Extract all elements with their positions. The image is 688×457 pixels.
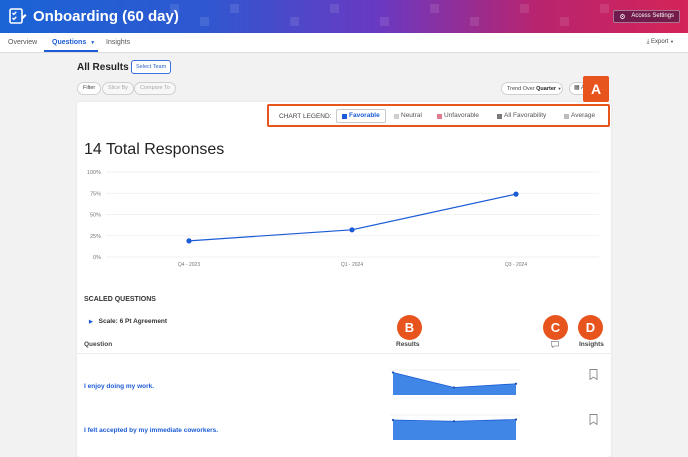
x-tick-label: Q1 - 2024 (341, 262, 363, 268)
bookmark-icon[interactable] (589, 369, 598, 380)
legend-item-favorable[interactable]: Favorable (336, 109, 386, 123)
sparkline-point (452, 386, 456, 389)
access-settings-button[interactable]: ⚙ Access Settings (613, 10, 680, 23)
x-tick-label: Q4 - 2023 (178, 262, 200, 268)
chevron-down-icon: ▼ (90, 40, 96, 46)
banner-pattern-square (430, 4, 439, 13)
y-tick-label: 50% (90, 213, 101, 219)
trend-over-dropdown[interactable]: Trend Over Quarter ▼ (501, 82, 563, 95)
sparkline-point (452, 420, 456, 423)
callout-badge-a: A (583, 76, 609, 102)
divider (77, 353, 611, 354)
chevron-down-icon: ▼ (670, 39, 674, 44)
download-icon: ⤓ (646, 39, 650, 45)
data-point (186, 238, 192, 244)
compare-to-button[interactable]: Compare To (134, 82, 176, 95)
legend-item-neutral[interactable]: Neutral (389, 109, 427, 123)
comment-icon[interactable] (551, 341, 559, 348)
legend-item-label: Neutral (401, 112, 422, 119)
banner-pattern-square (330, 4, 339, 13)
section-title: SCALED QUESTIONS (84, 296, 156, 303)
legend-item-label: Average (571, 112, 596, 119)
sparkline-area (393, 372, 516, 395)
app-title: Onboarding (60 day) (33, 8, 179, 25)
legend-swatch (394, 114, 399, 119)
banner-pattern-square (200, 17, 209, 26)
tab-overview[interactable]: Overview (8, 39, 38, 46)
export-button[interactable]: ⤓ Export ▼ (647, 39, 674, 46)
question-link[interactable]: I enjoy doing my work. (84, 383, 155, 390)
legend-item-label: All Favorability (504, 112, 547, 119)
banner-pattern-square (380, 17, 389, 26)
tab-insights[interactable]: Insights (106, 39, 131, 46)
banner-pattern-square (170, 4, 179, 13)
scale-group-toggle[interactable]: ▶ Scale: 6 Pt Agreement (89, 318, 167, 325)
tab-questions-label: Questions (52, 39, 87, 46)
sparkline-point (391, 418, 395, 422)
results-card (77, 102, 611, 457)
data-point (349, 227, 355, 233)
legend-item-unfavorable[interactable]: Unfavorable (432, 109, 484, 123)
legend-item-label: Unfavorable (444, 112, 480, 119)
export-label: Export (651, 39, 669, 45)
y-tick-label: 0% (93, 255, 101, 261)
banner-pattern-square (230, 4, 239, 13)
legend-item-average[interactable]: Average (559, 109, 600, 123)
trend-value: Quarter (536, 86, 557, 92)
chart-legend-label: CHART LEGEND: (279, 113, 332, 120)
column-header-question: Question (84, 341, 113, 348)
column-header-insights: Insights (579, 341, 604, 348)
chart-legend: CHART LEGEND: Favorable Neutral Unfavora… (267, 104, 610, 127)
results-sparkline (390, 369, 520, 395)
gear-icon: ⚙ (619, 14, 626, 21)
sparkline-point (514, 382, 518, 385)
legend-swatch (497, 114, 502, 119)
column-header-results: Results (396, 341, 420, 348)
callout-badge-c: C (543, 315, 568, 340)
sparkline-area (393, 419, 516, 440)
calendar-icon: ▦ (574, 85, 580, 91)
y-tick-label: 100% (87, 170, 101, 176)
y-tick-label: 25% (90, 234, 101, 240)
series-line (188, 193, 517, 242)
app-header: Onboarding (60 day) ⚙ Access Settings (0, 0, 688, 33)
y-tick-label: 75% (90, 191, 101, 197)
filter-button[interactable]: Filter (77, 82, 102, 95)
slice-by-button[interactable]: Slice By (102, 82, 134, 95)
legend-swatch (437, 114, 442, 119)
total-responses: 14 Total Responses (84, 141, 225, 158)
banner-pattern-square (560, 17, 569, 26)
select-team-button[interactable]: Select Team (131, 60, 172, 74)
sparkline-point (391, 371, 395, 374)
survey-checklist-icon (9, 8, 27, 24)
legend-swatch (342, 114, 347, 119)
top-nav: Overview Questions ▼ Insights ⤓ Export ▼ (0, 33, 688, 53)
caret-right-icon: ▶ (89, 319, 93, 325)
active-tab-indicator (44, 50, 98, 52)
tab-questions[interactable]: Questions ▼ (52, 39, 95, 46)
trend-prefix: Trend Over (507, 86, 535, 92)
callout-badge-d: D (578, 315, 603, 340)
banner-pattern-square (290, 17, 299, 26)
banner-pattern-square (520, 4, 529, 13)
sparkline-point (514, 418, 518, 421)
page-title: All Results (77, 62, 129, 73)
legend-swatch (564, 114, 569, 119)
scale-label: Scale: 6 Pt Agreement (98, 318, 168, 325)
legend-item-all-favorability[interactable]: All Favorability (492, 109, 551, 123)
banner-pattern-square (470, 17, 479, 26)
favorability-line-chart: 100% 75% 50% 25% 0% Q4 - 2023 Q1 - 2024 Q3 - 20… (87, 170, 599, 268)
access-settings-label: Access Settings (631, 13, 674, 19)
results-sparkline (390, 414, 520, 440)
data-point (513, 191, 519, 197)
banner-pattern-square (600, 4, 609, 13)
x-tick-label: Q3 - 2024 (505, 262, 527, 268)
chevron-down-icon: ▼ (557, 86, 562, 91)
legend-item-label: Favorable (349, 112, 380, 119)
question-link[interactable]: I felt accepted by my immediate coworker… (84, 427, 219, 434)
callout-badge-b: B (397, 315, 422, 340)
bookmark-icon[interactable] (589, 414, 598, 425)
